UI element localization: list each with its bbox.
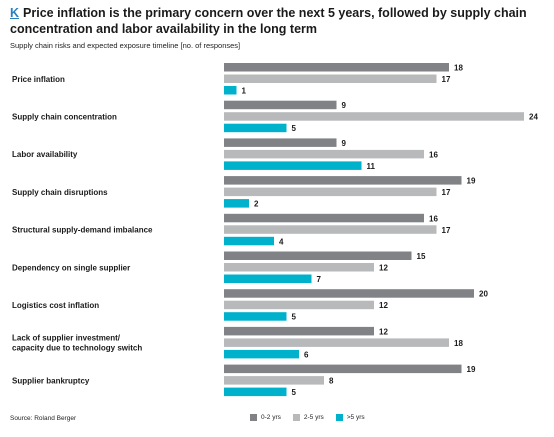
- category-label: Dependency on single supplier: [12, 263, 130, 272]
- category-label: Lack of supplier investment/: [12, 334, 121, 343]
- category-label: Structural supply-demand imbalance: [12, 226, 153, 235]
- bar: [224, 289, 474, 298]
- bar: [224, 263, 374, 272]
- category-label: Supplier bankruptcy: [12, 376, 90, 385]
- legend-item-5-plus: >5 yrs: [335, 414, 365, 421]
- bar: [224, 123, 287, 133]
- data-label: 17: [442, 226, 451, 235]
- legend-item-0-2: 0-2 yrs: [250, 414, 281, 421]
- legend-swatch-2-5: [292, 414, 300, 421]
- bar: [224, 274, 312, 283]
- data-label: 19: [467, 365, 476, 374]
- bar: [224, 100, 337, 110]
- data-label: 9: [342, 101, 347, 110]
- bar: [224, 225, 437, 234]
- data-label: 17: [442, 75, 451, 84]
- data-label: 11: [367, 162, 376, 171]
- data-label: 5: [292, 124, 297, 133]
- category-labels: Price inflation Supply chain concentratio…: [12, 75, 153, 386]
- bar: [224, 364, 462, 374]
- data-label: 2: [254, 200, 259, 209]
- legend-label-2-5: 2-5 yrs: [303, 414, 324, 421]
- data-label: 16: [429, 150, 438, 159]
- value-labels: 1817192459161119172161741512720125121861…: [242, 64, 539, 398]
- legend-label-5-plus: >5 yrs: [346, 414, 365, 421]
- bar: [224, 187, 437, 197]
- bar: [224, 112, 524, 121]
- data-label: 1: [242, 87, 247, 96]
- bar: [224, 376, 324, 385]
- data-label: 6: [304, 350, 309, 359]
- bar: [224, 236, 274, 246]
- data-label: 18: [454, 64, 463, 73]
- category-label: Price inflation: [12, 75, 65, 84]
- bar: [224, 312, 287, 321]
- title-letter: K: [10, 6, 20, 20]
- bar: [224, 138, 337, 147]
- bar: [224, 74, 437, 83]
- data-label: 7: [317, 275, 322, 284]
- chart-title: K Price inflation is the primary concern …: [10, 5, 550, 37]
- source-note: Source: Roland Berger: [10, 415, 77, 422]
- category-label: Labor availability: [12, 150, 78, 159]
- bar: [224, 199, 249, 208]
- legend: 0-2 yrs 2-5 yrs >5 yrs: [250, 414, 365, 421]
- data-label: 12: [379, 264, 388, 273]
- data-label: 4: [279, 237, 284, 246]
- legend-item-2-5: 2-5 yrs: [292, 414, 324, 421]
- data-label: 19: [467, 177, 476, 186]
- data-label: 12: [379, 327, 388, 336]
- data-label: 20: [479, 290, 488, 299]
- title-text: Price inflation is the primary concern o…: [10, 6, 527, 36]
- bar: [224, 349, 299, 359]
- legend-swatch-5-plus: [335, 414, 343, 421]
- bar: [224, 63, 449, 72]
- legend-swatch-0-2: [250, 414, 257, 421]
- data-label: 24: [529, 113, 538, 122]
- data-label: 8: [329, 377, 334, 386]
- category-label: capacity due to technology switch: [12, 344, 142, 353]
- data-label: 5: [292, 388, 297, 397]
- data-label: 9: [342, 139, 347, 148]
- data-label: 18: [454, 339, 463, 348]
- bar: [224, 176, 462, 185]
- bar: [224, 213, 424, 223]
- data-label: 15: [417, 252, 426, 261]
- bar: [224, 149, 424, 159]
- data-label: 5: [292, 313, 297, 322]
- legend-label-0-2: 0-2 yrs: [261, 414, 281, 421]
- data-label: 16: [429, 214, 438, 223]
- data-label: 12: [379, 301, 388, 310]
- category-label: Supply chain concentration: [12, 112, 117, 121]
- bar: [224, 161, 362, 170]
- bar: [224, 300, 374, 310]
- bars-group: [224, 63, 524, 397]
- bar: [224, 251, 412, 260]
- bar: [224, 338, 449, 347]
- bar: [224, 86, 237, 95]
- category-label: Supply chain disruptions: [12, 188, 108, 197]
- bar: [224, 387, 287, 397]
- bar: [224, 326, 374, 336]
- data-label: 17: [442, 188, 451, 197]
- category-label: Logistics cost inflation: [12, 301, 99, 310]
- chart-subtitle: Supply chain risks and expected exposure…: [10, 41, 241, 50]
